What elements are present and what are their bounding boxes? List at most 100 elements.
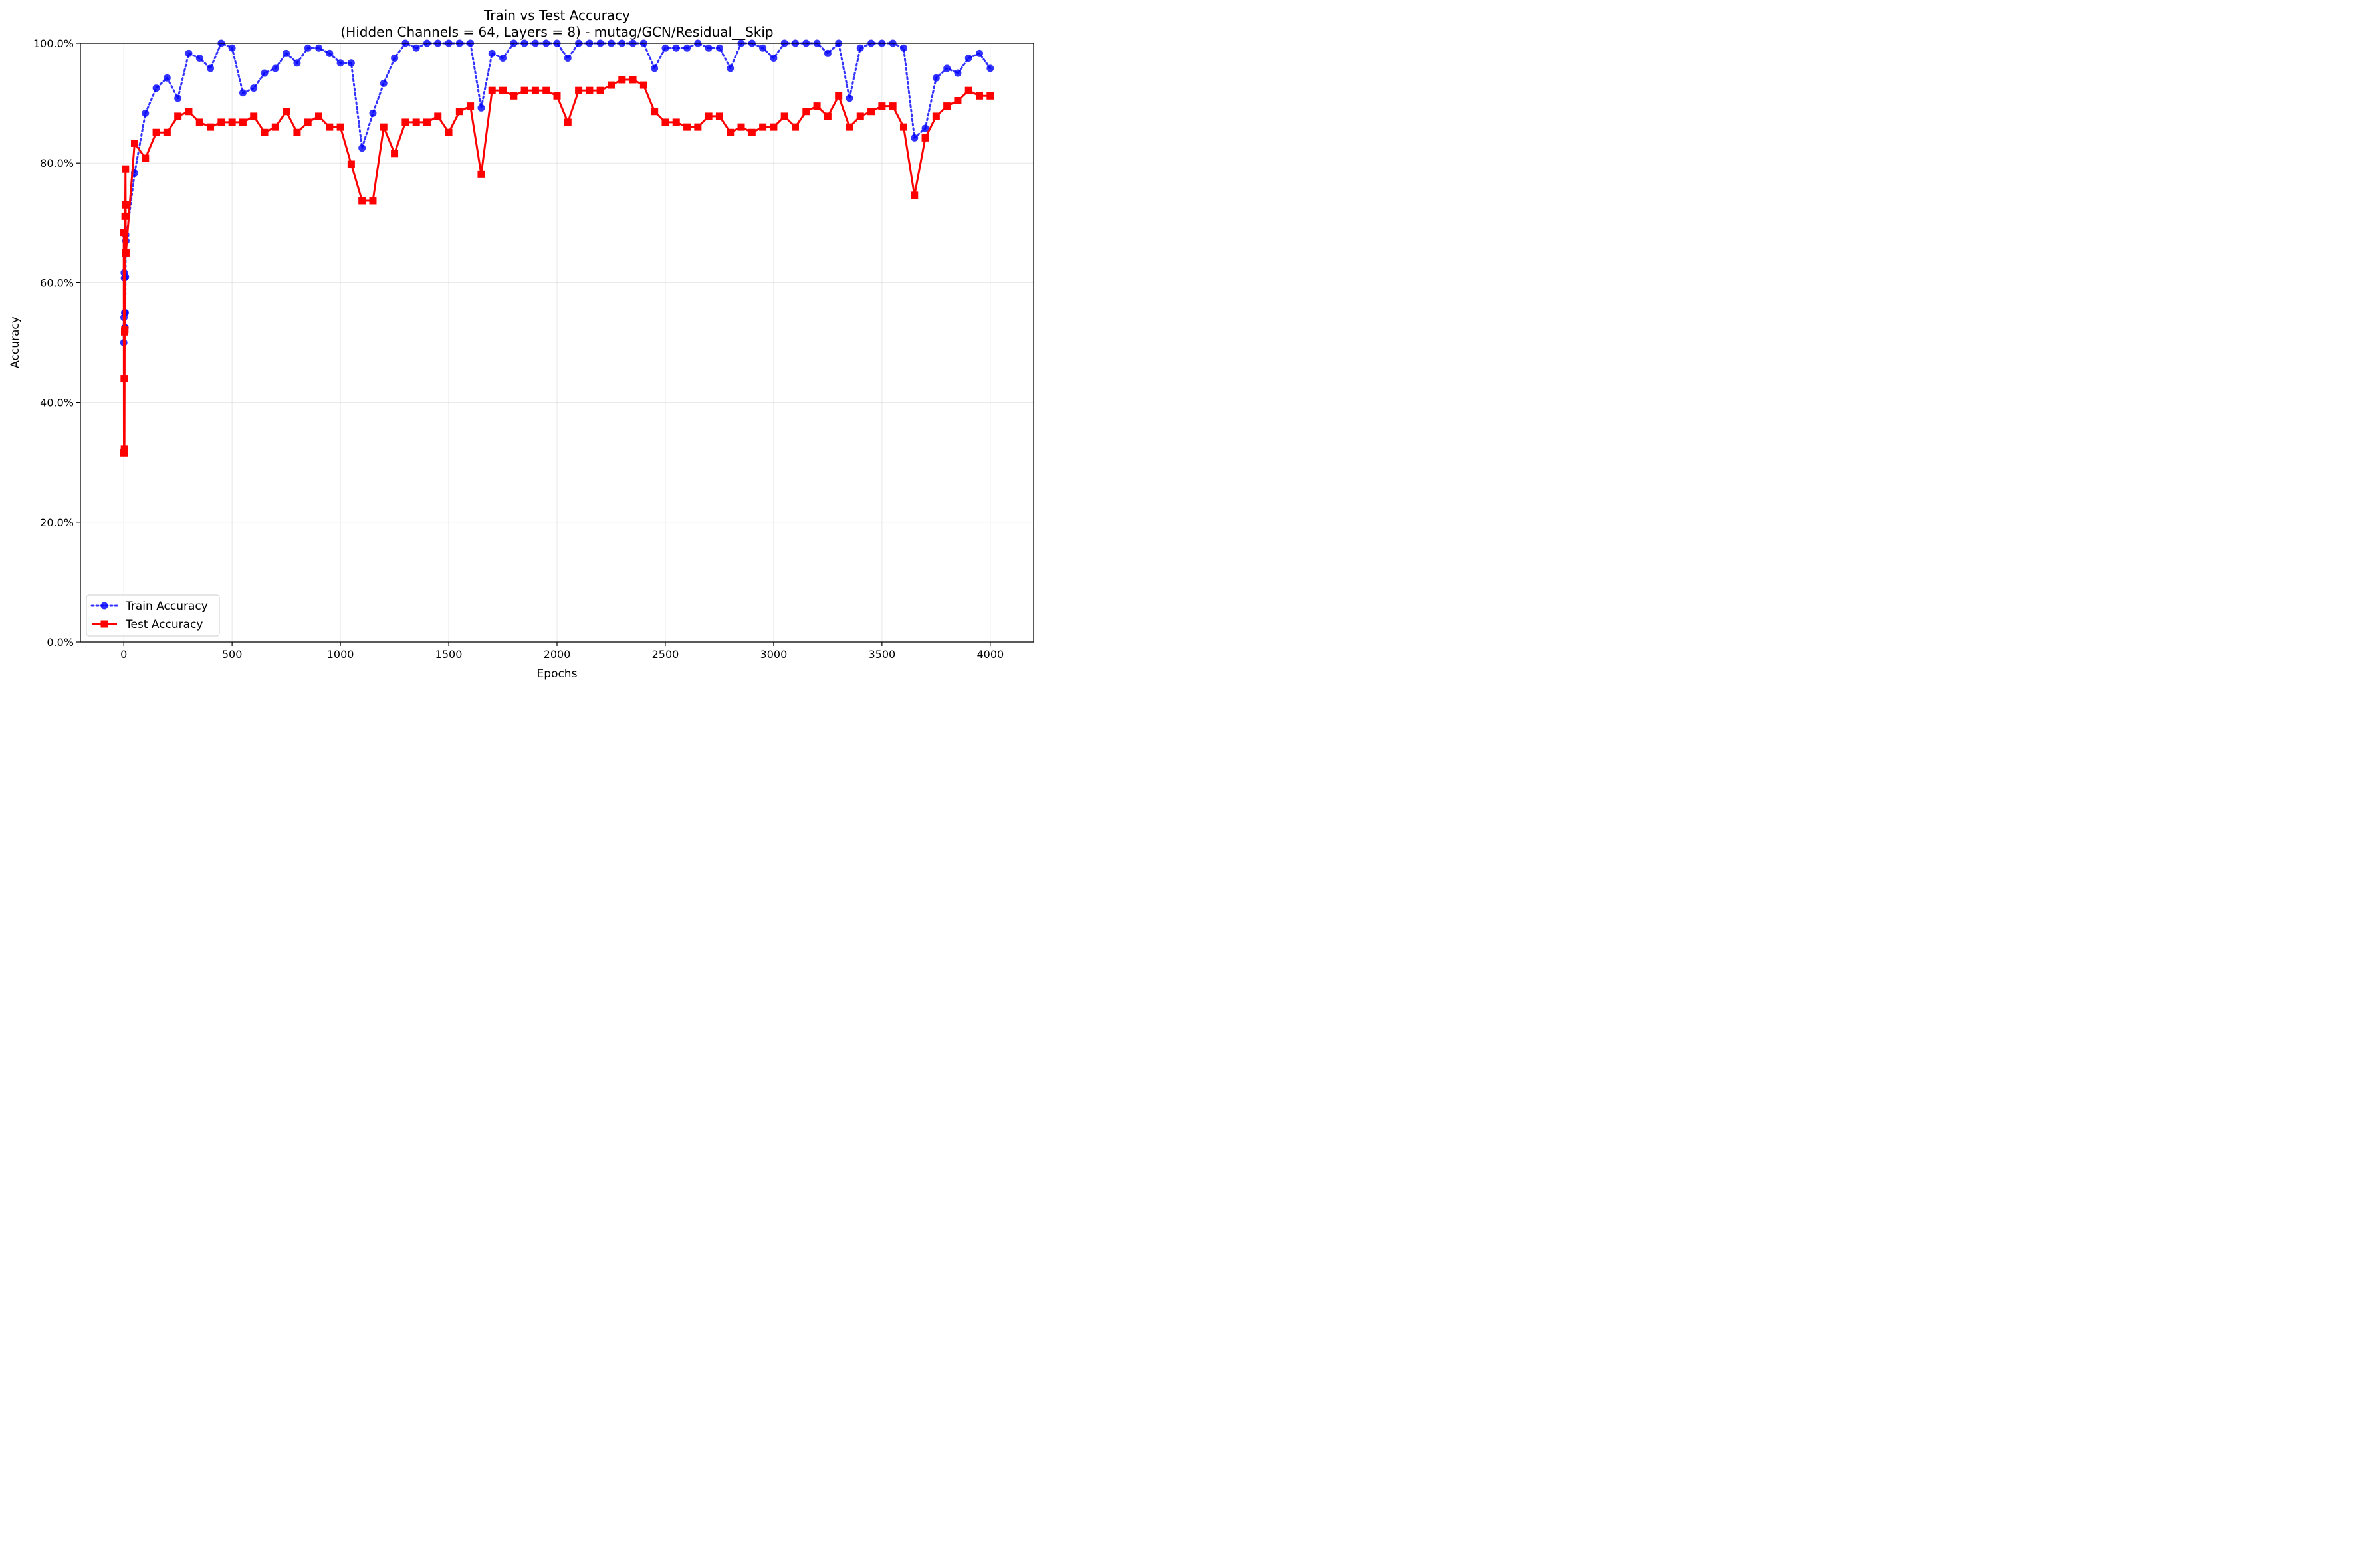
train-point: [986, 64, 994, 72]
test-point: [802, 108, 810, 116]
test-point: [499, 86, 507, 94]
test-point: [142, 154, 150, 162]
y-tick-label: 60.0%: [40, 277, 74, 289]
test-point: [477, 170, 485, 178]
train-point: [195, 55, 203, 62]
train-point: [228, 44, 236, 52]
test-point: [121, 212, 129, 220]
test-point: [867, 108, 875, 116]
test-point: [120, 375, 128, 383]
x-axis-ticks: 0 500 1000 1500 2000 2500 3000 3500 4000: [120, 642, 1004, 661]
test-point: [293, 128, 301, 136]
test-point: [195, 118, 203, 126]
test-point: [705, 112, 713, 120]
test-point: [694, 123, 702, 131]
x-tick-label: 3000: [760, 648, 788, 661]
test-point: [553, 92, 561, 100]
test-point: [878, 102, 886, 110]
test-point: [228, 118, 236, 126]
test-point: [715, 112, 723, 120]
test-point: [824, 112, 832, 120]
test-point: [358, 197, 366, 205]
train-point: [326, 49, 334, 57]
train-point: [380, 79, 388, 87]
test-point: [976, 92, 984, 100]
legend-test-label: Test Accuracy: [125, 618, 203, 631]
train-point: [921, 124, 929, 132]
test-point: [121, 201, 129, 209]
train-point: [412, 44, 420, 52]
x-tick-label: 500: [222, 648, 243, 661]
train-point: [824, 49, 832, 57]
test-point: [792, 123, 799, 131]
chart-title: Train vs Test Accuracy: [483, 7, 630, 23]
test-point: [542, 86, 550, 94]
train-point: [250, 84, 258, 92]
train-point: [142, 109, 150, 117]
test-point: [391, 150, 399, 158]
test-point: [467, 102, 475, 110]
legend-train-marker: [100, 602, 108, 610]
plot-frame: [80, 43, 1034, 643]
test-point: [445, 128, 453, 136]
x-tick-label: 1000: [327, 648, 354, 661]
y-tick-label: 100.0%: [33, 37, 74, 50]
test-point: [271, 123, 279, 131]
train-point: [174, 94, 182, 102]
test-point: [217, 118, 225, 126]
y-axis-ticks: 0.0% 20.0% 40.0% 60.0% 80.0% 100.0%: [33, 37, 80, 649]
test-point: [347, 160, 355, 168]
train-point: [964, 55, 972, 62]
test-point: [921, 134, 929, 142]
test-point: [672, 118, 680, 126]
test-point: [336, 123, 344, 131]
test-point: [770, 123, 778, 131]
test-point: [835, 92, 843, 100]
train-point: [943, 64, 951, 72]
test-point: [727, 128, 734, 136]
train-point: [899, 44, 907, 52]
test-point: [813, 102, 821, 110]
test-point: [899, 123, 907, 131]
test-point: [434, 112, 442, 120]
train-point: [207, 64, 215, 72]
test-point: [401, 118, 409, 126]
train-point: [911, 134, 919, 142]
test-point: [122, 249, 130, 257]
train-point: [759, 44, 767, 52]
train-point: [715, 44, 723, 52]
train-point: [683, 44, 691, 52]
y-tick-label: 40.0%: [40, 397, 74, 409]
test-point: [423, 118, 431, 126]
test-point: [737, 123, 745, 131]
train-point: [661, 44, 669, 52]
train-point: [499, 55, 507, 62]
chart-subtitle: (Hidden Channels = 64, Layers = 8) - mut…: [340, 24, 773, 40]
train-point: [932, 74, 940, 82]
test-point: [661, 118, 669, 126]
test-point: [174, 112, 182, 120]
test-point: [315, 112, 322, 120]
test-point: [152, 128, 160, 136]
test-point: [943, 102, 951, 110]
test-point: [586, 86, 594, 94]
test-point: [261, 128, 269, 136]
train-point: [976, 49, 984, 57]
train-point: [369, 109, 377, 117]
train-point: [304, 44, 312, 52]
test-point: [748, 128, 756, 136]
train-point: [727, 64, 734, 72]
train-point: [488, 49, 496, 57]
accuracy-chart: Train vs Test Accuracy (Hidden Channels …: [0, 0, 1044, 689]
train-point: [185, 49, 193, 57]
test-point: [531, 86, 539, 94]
train-point: [358, 144, 366, 152]
train-point: [347, 59, 355, 67]
y-tick-label: 0.0%: [47, 636, 74, 649]
test-point: [250, 112, 258, 120]
train-point: [856, 44, 864, 52]
test-point: [856, 112, 864, 120]
legend-box: [86, 594, 220, 637]
test-point: [120, 229, 128, 237]
test-point: [282, 108, 290, 116]
